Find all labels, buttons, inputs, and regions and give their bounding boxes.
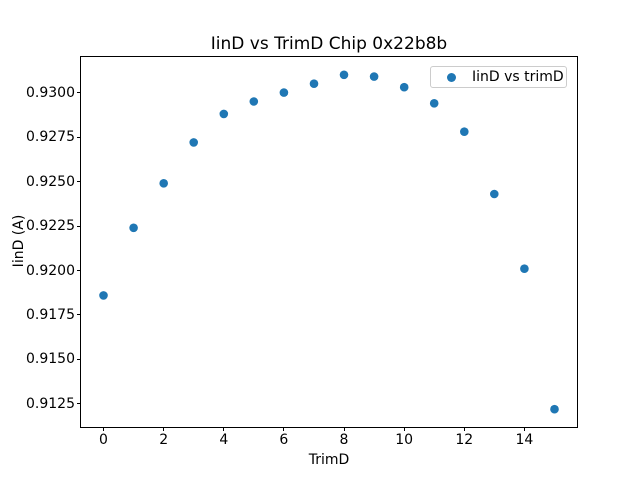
y-tick-mark [77,181,81,182]
legend: IinD vs trimD [430,66,567,88]
x-tick-label: 8 [339,432,349,448]
x-tick-label: 4 [219,432,229,448]
y-tick-label: 0.9150 [26,351,75,368]
y-tick-label: 0.9275 [26,129,75,145]
data-point [189,138,198,147]
x-tick-mark [403,427,405,431]
data-point [99,291,108,300]
x-tick-label: 0 [99,432,108,448]
data-point [339,70,349,80]
chart-title: IinD vs TrimD Chip 0x22b8b [210,34,448,54]
legend-marker-icon [446,72,456,82]
data-point [129,223,138,233]
y-tick-mark [77,136,81,138]
data-point [520,264,529,273]
x-tick-mark [223,427,225,431]
y-tick-label: 0.9175 [26,306,75,323]
y-tick-label: 0.9250 [26,173,75,190]
y-tick-mark [77,92,81,94]
x-tick-mark [523,427,525,431]
x-tick-label: 14 [515,432,534,448]
data-point [429,99,439,108]
legend-label: IinD vs trimD [472,69,564,85]
y-tick-mark [77,270,81,271]
y-tick-mark [77,403,81,405]
y-axis-label: IinD (A) [11,214,27,268]
data-point [399,82,409,92]
data-point [550,404,559,414]
data-point [279,88,289,97]
data-point [219,109,229,119]
x-axis-label: TrimD [308,452,350,468]
data-point [309,79,319,88]
y-tick-mark [77,225,81,227]
scatter-series [99,70,559,414]
x-tick-label: 6 [279,432,289,448]
x-tick-mark [343,427,345,431]
data-point [249,97,259,106]
y-tick-label: 0.9300 [26,84,75,101]
data-point [460,127,469,136]
x-tick-label: 10 [395,432,414,448]
y-tick-label: 0.9200 [26,262,75,279]
y-tick-mark [77,358,81,360]
data-point [369,72,379,81]
plot-area: IinD vs trimD [80,56,578,428]
x-tick-mark [163,427,165,431]
y-tick-label: 0.9225 [26,218,75,234]
y-tick-mark [77,314,81,316]
x-tick-label: 12 [455,432,474,448]
legend-handle [436,72,466,82]
x-tick-mark [283,427,285,431]
x-tick-mark [463,427,465,431]
data-point [490,189,499,199]
y-tick-label: 0.9125 [26,395,75,412]
x-tick-label: 2 [159,432,169,448]
data-point [159,179,168,188]
x-tick-mark [103,427,104,431]
